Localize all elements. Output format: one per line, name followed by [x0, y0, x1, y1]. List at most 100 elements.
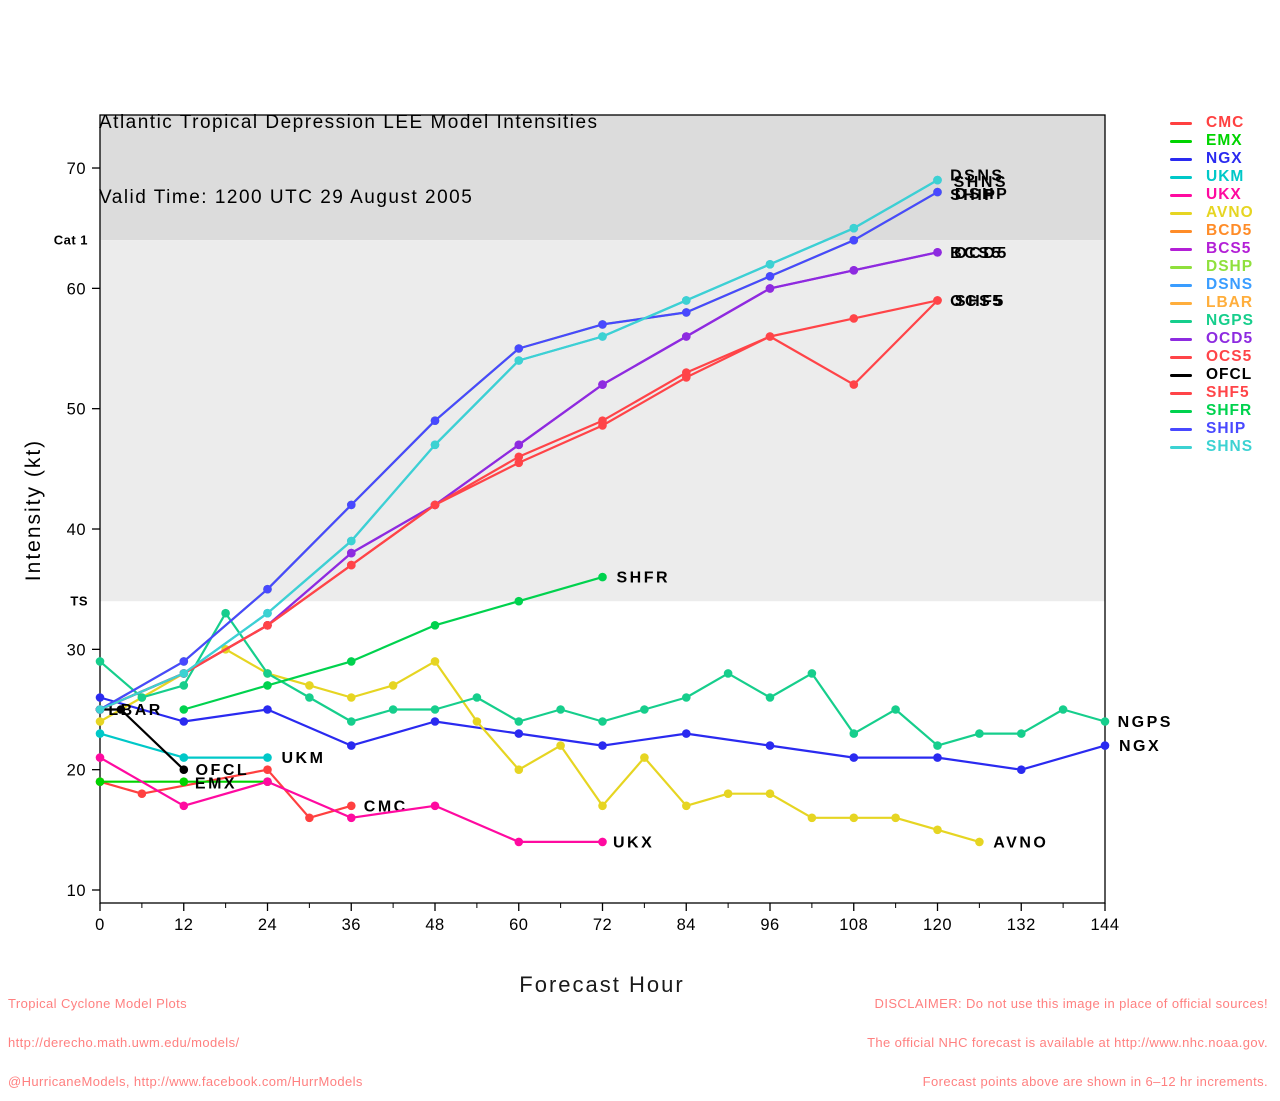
legend-label: OCD5 — [1206, 330, 1254, 347]
series-AVNO-point — [305, 681, 314, 690]
series-NGX-point — [598, 741, 607, 750]
series-NGX-point — [1017, 765, 1026, 774]
series-EMX-label: EMX — [195, 775, 237, 792]
series-OCD5-point — [933, 248, 942, 257]
footer-disclaimer-line3: Forecast points above are shown in 6–12 … — [922, 1074, 1268, 1089]
legend-line-sample-SHNS — [1170, 445, 1192, 449]
series-EMX: EMX — [95, 775, 272, 792]
series-SHF5-point — [347, 560, 356, 570]
series-UKX-point — [430, 801, 440, 811]
x-tick-label: 132 — [1007, 916, 1036, 934]
legend-line-sample-DSNS — [1170, 283, 1192, 287]
series-EMX-point — [179, 777, 189, 786]
series-NGPS-point — [723, 669, 733, 678]
series-NGPS-point — [598, 717, 607, 726]
x-tick-label: 72 — [593, 916, 612, 934]
series-SHIP-point — [682, 308, 691, 317]
legend-label: SHIP — [1206, 420, 1247, 437]
series-AVNO-point — [849, 813, 859, 823]
series-AVNO-point — [556, 741, 565, 750]
series-SHFR-label: SHFR — [617, 570, 671, 587]
legend-line-sample-CMC — [1170, 121, 1192, 125]
series-SHIP: SHIP — [95, 187, 995, 714]
footer-disclaimer-line1: DISCLAIMER: Do not use this image in pla… — [874, 996, 1268, 1011]
series-UKX-label: UKX — [613, 834, 654, 851]
footer-disclaimer-line2: The official NHC forecast is available a… — [867, 1035, 1268, 1050]
series-NGX-label: NGX — [1119, 738, 1161, 755]
series-NGPS-point — [975, 729, 984, 738]
x-tick-label: 24 — [258, 916, 277, 934]
series-SHIP-point — [430, 416, 440, 426]
legend-line-sample-UKX — [1170, 193, 1192, 197]
legend-item-LBAR: LBAR — [1170, 294, 1254, 312]
series-AVNO-point — [933, 825, 942, 835]
series-SHNS-point — [179, 669, 189, 678]
series-OCD5-point — [765, 284, 775, 293]
series-NGPS-point — [807, 669, 817, 678]
series-AVNO-point — [388, 681, 398, 690]
series-OCS5-label: OCS5 — [950, 293, 1004, 310]
legend-line-sample-BCS5 — [1170, 247, 1192, 251]
series-SHF5-point — [682, 373, 691, 382]
legend-label: SHFR — [1206, 402, 1253, 419]
series-AVNO-point — [472, 717, 482, 726]
series-AVNO-point — [514, 765, 524, 774]
legend-item-OFCL: OFCL — [1170, 366, 1254, 384]
series-NGPS-point — [388, 705, 398, 714]
series-OFCL-point — [179, 765, 189, 774]
series-AVNO: AVNO — [95, 645, 1046, 851]
series-CMC: CMC — [95, 765, 405, 823]
series-OFCL-label: OFCL — [196, 762, 250, 779]
legend-item-EMX: EMX — [1170, 132, 1254, 150]
legend-line-sample-UKM — [1170, 175, 1192, 179]
series-SHNS-point — [765, 260, 775, 269]
series-SHNS: SHNS — [95, 174, 1006, 714]
series-BCS5-label: BCS5 — [950, 245, 1003, 262]
series-SHIP-point — [933, 187, 942, 197]
series-SHFR: SHFR — [179, 570, 671, 714]
legend-item-SHFR: SHFR — [1170, 402, 1254, 420]
x-tick-label: 12 — [174, 916, 193, 934]
series-CMC-point — [263, 765, 272, 774]
series-NGX-point — [430, 717, 440, 726]
series-SHFR-point — [263, 681, 272, 690]
y-tick-label: 30 — [67, 641, 86, 659]
legend-item-AVNO: AVNO — [1170, 204, 1254, 222]
series-NGPS-point — [891, 705, 900, 714]
legend-label: BCD5 — [1206, 222, 1253, 239]
series-SHNS-point — [347, 536, 356, 546]
model-intensity-plot-page: { "title": { "line1": "Atlantic Tropical… — [8, 60, 1268, 1088]
legend-item-BCS5: BCS5 — [1170, 240, 1254, 258]
series-UKX-point — [598, 837, 607, 847]
x-tick-label: 120 — [923, 916, 952, 934]
legend-item-SHF5: SHF5 — [1170, 384, 1254, 402]
series-NGPS-point — [765, 693, 775, 702]
series-SHF5-point — [765, 332, 775, 341]
series-UKX-point — [95, 753, 105, 762]
threshold-label-cat-1: Cat 1 — [54, 233, 88, 248]
series-SHF5-point — [430, 500, 440, 510]
series-UKX-point — [263, 777, 272, 786]
chart-title: Atlantic Tropical Depression LEE Model I… — [99, 60, 599, 235]
series-SHNS-point — [263, 608, 272, 618]
series-EMX-point — [95, 777, 105, 786]
series-DSHP-label: DSHP — [955, 186, 1009, 203]
series-NGPS-point — [849, 729, 859, 738]
chart-title-line1: Atlantic Tropical Depression LEE Model I… — [99, 112, 599, 133]
legend-label: EMX — [1206, 132, 1243, 149]
series-AVNO-point — [95, 717, 105, 726]
series-NGPS-point — [430, 705, 440, 714]
series-SHNS-point — [95, 705, 105, 714]
series-NGPS-point — [137, 693, 147, 702]
series-UKM-point — [95, 729, 105, 738]
footer-disclaimer: DISCLAIMER: Do not use this image in pla… — [867, 971, 1268, 1101]
series-AVNO-point — [598, 801, 607, 811]
series-OCD5-point — [347, 548, 356, 558]
series-OFCL: OFCL — [95, 705, 250, 779]
legend-label: SHNS — [1206, 438, 1254, 455]
legend-item-SHIP: SHIP — [1170, 420, 1254, 438]
series-SHFR-point — [598, 572, 607, 582]
intensity-chart-canvas: 0 12 24 36 48 60 72 84 96 108 120 132 144 10 20 30 40 50 6… — [54, 114, 1173, 934]
series-NGPS-label: NGPS — [1118, 714, 1173, 731]
y-tick-label: 70 — [67, 160, 86, 178]
